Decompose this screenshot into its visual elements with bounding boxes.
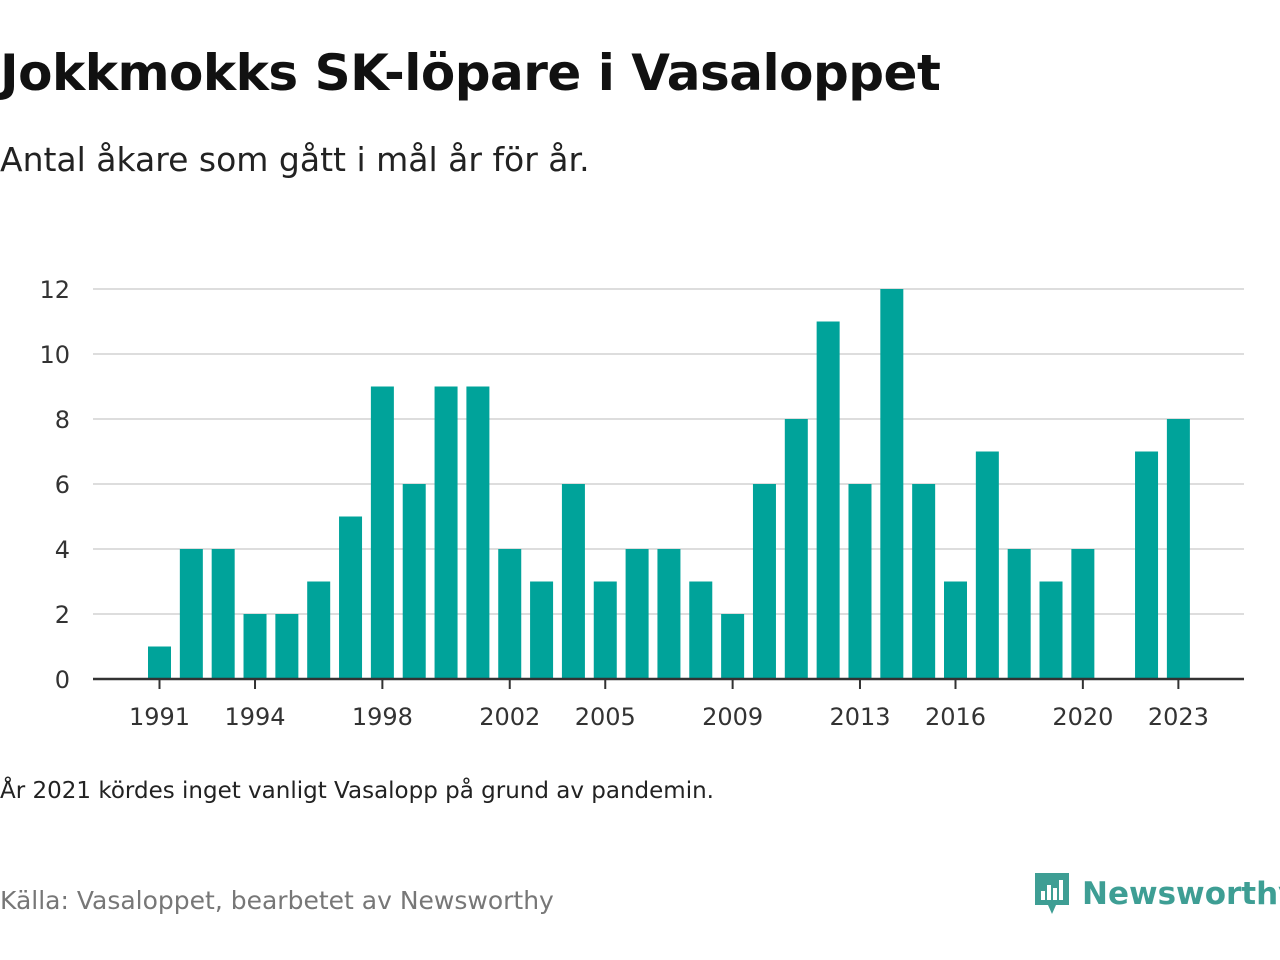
- bar-2002[interactable]: [498, 549, 522, 679]
- bar-1994[interactable]: [243, 614, 267, 679]
- bar-2011[interactable]: [784, 419, 808, 679]
- bar-2018[interactable]: [1007, 549, 1031, 679]
- bar-1993[interactable]: [211, 549, 235, 679]
- bar-2004[interactable]: [561, 484, 585, 679]
- y-tick-label-10: 10: [39, 341, 70, 369]
- bar-2017[interactable]: [975, 451, 999, 680]
- x-tick-label-2009: 2009: [702, 703, 763, 731]
- bar-2007[interactable]: [657, 549, 681, 679]
- x-tick-label-2023: 2023: [1148, 703, 1209, 731]
- y-tick-label-4: 4: [55, 536, 70, 564]
- bar-2015[interactable]: [912, 484, 936, 679]
- y-tick-label-6: 6: [55, 471, 70, 499]
- x-tick-label-1994: 1994: [224, 703, 285, 731]
- y-tick-label-0: 0: [55, 666, 70, 694]
- footnote: År 2021 kördes inget vanligt Vasalopp på…: [0, 778, 714, 804]
- x-tick-label-2002: 2002: [479, 703, 540, 731]
- bar-2012[interactable]: [816, 321, 840, 680]
- newsworthy-logo-icon: [1035, 873, 1069, 914]
- chart-subtitle: Antal åkare som gått i mål år för år.: [0, 140, 590, 179]
- bar-1996[interactable]: [307, 581, 331, 680]
- x-tick-label-1998: 1998: [352, 703, 413, 731]
- x-tick-label-1991: 1991: [129, 703, 190, 731]
- brand-name: Newsworthy: [1082, 876, 1280, 912]
- bar-2009[interactable]: [721, 614, 745, 679]
- y-axis-ticks: 0 2 4 6 8 10 12: [39, 276, 70, 694]
- bar-chart: 0 2 4 6 8 10 12 1991 1994 1998 2002 2005 2009 2013 20…: [39, 276, 1244, 731]
- y-tick-label-12: 12: [39, 276, 70, 304]
- x-axis-ticks: 1991 1994 1998 2002 2005 2009 2013 2016 2020 2023: [129, 679, 1209, 731]
- bar-2013[interactable]: [848, 484, 872, 679]
- bar-1998[interactable]: [370, 386, 394, 680]
- bar-2016[interactable]: [944, 581, 967, 680]
- x-tick-label-2013: 2013: [829, 703, 890, 731]
- bar-2001[interactable]: [466, 386, 490, 680]
- chart-title: Jokkmokks SK-löpare i Vasaloppet: [0, 44, 941, 102]
- bar-2019[interactable]: [1039, 581, 1063, 680]
- bars: [148, 289, 1190, 679]
- bar-2020[interactable]: [1071, 549, 1095, 679]
- bar-2022[interactable]: [1135, 451, 1159, 680]
- bar-2006[interactable]: [625, 549, 649, 679]
- bar-1991[interactable]: [148, 646, 171, 680]
- source-text: Källa: Vasaloppet, bearbetet av Newswort…: [0, 886, 554, 915]
- bar-2000[interactable]: [434, 386, 458, 680]
- y-tick-label-2: 2: [55, 601, 70, 629]
- bar-1999[interactable]: [402, 484, 426, 679]
- bar-2005[interactable]: [593, 581, 617, 680]
- bar-2010[interactable]: [752, 484, 776, 679]
- x-tick-label-2016: 2016: [925, 703, 986, 731]
- bar-2023[interactable]: [1166, 419, 1190, 679]
- newsworthy-logo[interactable]: Newsworthy: [1032, 870, 1280, 918]
- bar-2003[interactable]: [530, 581, 554, 680]
- bar-2008[interactable]: [689, 581, 713, 680]
- x-tick-label-2005: 2005: [575, 703, 636, 731]
- y-tick-label-8: 8: [55, 406, 70, 434]
- bar-1995[interactable]: [275, 614, 299, 679]
- bar-2014[interactable]: [880, 289, 904, 679]
- x-tick-label-2020: 2020: [1052, 703, 1113, 731]
- bar-1997[interactable]: [339, 516, 363, 680]
- bar-1992[interactable]: [179, 549, 203, 679]
